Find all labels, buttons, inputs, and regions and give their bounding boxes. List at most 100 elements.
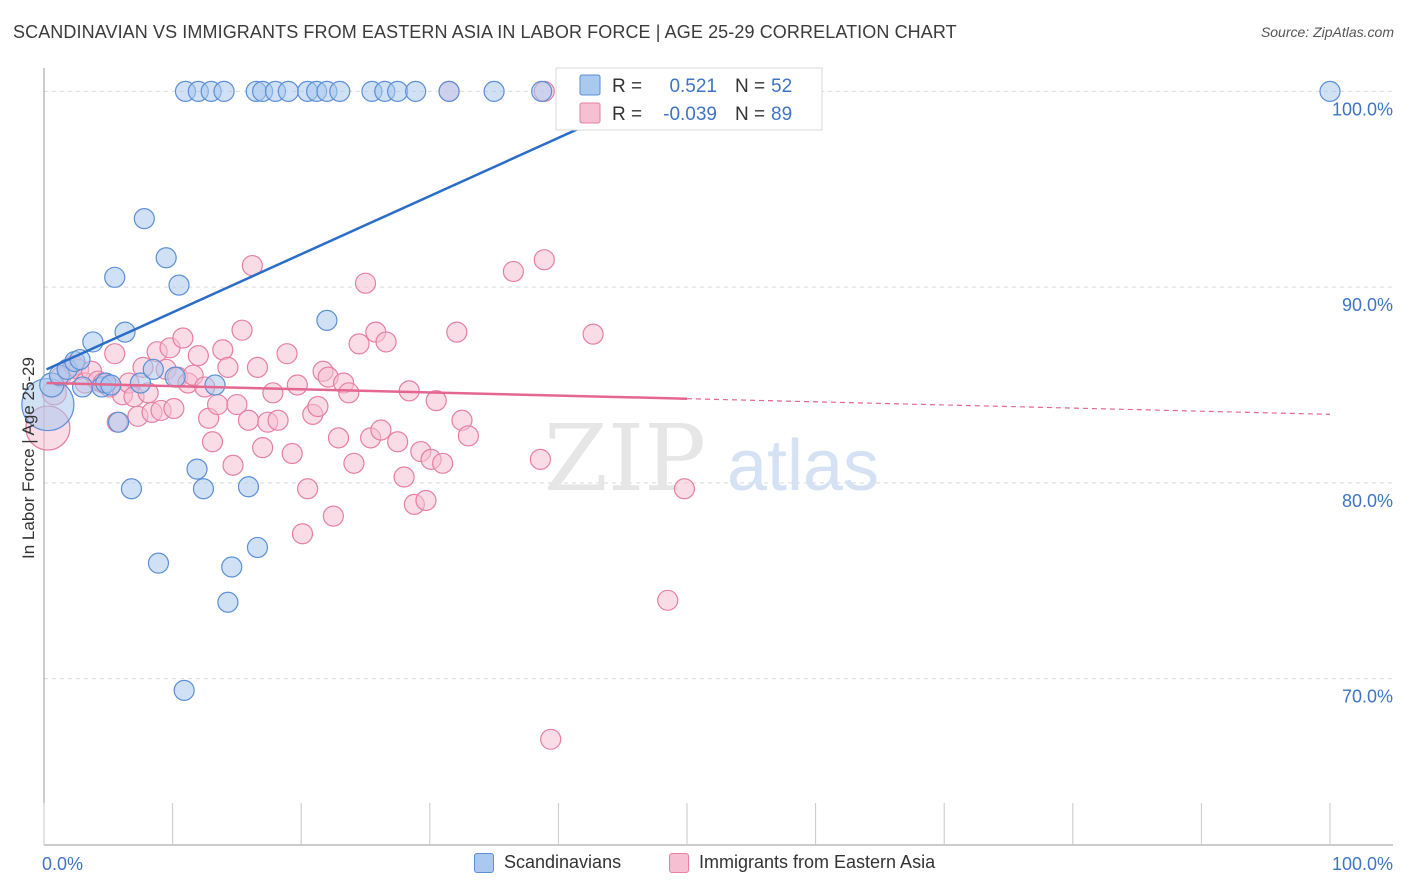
scandinavians-point [120,478,143,500]
immigrants-point [446,321,468,343]
immigrants-point [387,431,409,453]
immigrants-point [375,331,397,353]
immigrants-point [163,397,185,420]
source-credit: Source: ZipAtlas.com [1260,24,1394,40]
legend-item-scandinavians[interactable]: Scandinavians [474,852,621,873]
scandinavians-point [204,374,226,396]
immigrants-point [457,425,479,447]
legend-item-immigrants[interactable]: Immigrants from Eastern Asia [669,852,935,873]
legend-r-label: R = [612,76,642,97]
legend-swatch-blue [579,74,601,96]
immigrants-point [267,409,289,431]
immigrants-point [246,356,269,378]
scandinavians-trend-line [46,90,662,371]
immigrants-point [673,478,696,500]
immigrants-point [237,409,260,431]
scandinavians-point [69,348,91,371]
immigrants-point [370,419,392,441]
immigrants-point [222,454,244,476]
scandinavians-point [217,591,239,613]
y-tick-label: 80.0% [1342,491,1393,511]
chart-title: SCANDINAVIAN VS IMMIGRANTS FROM EASTERN … [13,22,957,42]
immigrants-point [276,343,298,365]
immigrants-point [281,442,303,465]
y-axis-label: In Labor Force | Age 25-29 [19,357,38,559]
immigrants-point [322,505,344,527]
immigrants-point [226,393,248,416]
immigrants-point [540,728,562,750]
legend-n-value: 52 [771,76,792,97]
x-tick-label: 0.0% [42,854,83,874]
legend-label: Immigrants from Eastern Asia [699,852,936,872]
immigrants-point [393,466,415,488]
immigrants-point [231,319,253,341]
scandinavians-point [192,478,215,500]
legend-r-label: R = [612,104,642,125]
immigrants-point [297,478,319,500]
scandinavians-point [237,476,260,498]
immigrants-point [348,333,370,355]
immigrants-point [104,343,126,365]
immigrants-point [415,489,437,512]
y-tick-label: 100.0% [1332,99,1393,119]
immigrants-point [201,431,224,453]
scandinavians-point [168,274,190,296]
immigrants-point [343,452,365,474]
immigrants-point [533,249,555,271]
immigrants-point [529,448,551,470]
immigrants-point [354,272,377,294]
scandinavians-point [246,536,269,559]
trend-lines [46,90,1331,415]
watermark: ZIP atlas [544,405,879,512]
immigrants-point [657,589,679,611]
scandinavians-point [316,309,338,331]
immigrants-point [252,437,274,459]
series-legend: Scandinavians Immigrants from Eastern As… [0,852,1406,878]
scandinavians-point [387,80,409,102]
immigrants-trend-line [46,381,688,400]
y-tick-label: 70.0% [1342,687,1393,707]
scandinavians-point [173,679,195,701]
legend-label: Scandinavians [504,852,622,872]
immigrants-point [582,323,604,345]
scandinavians-point [147,552,170,574]
axes: 0.0% 100.0% [42,68,1393,874]
scandinavians-point [107,411,130,433]
immigrants-point [502,260,524,283]
scandinavians-point [213,80,235,102]
immigrants-point [207,393,229,416]
legend-n-label: N = [735,76,765,97]
scandinavians-point [1319,80,1341,102]
immigrants-point [338,382,360,404]
legend-swatch-immigrants [669,852,689,873]
immigrants-point [291,523,314,545]
scandinavians-point [133,208,155,230]
immigrants-trend-extension [686,398,1331,415]
legend-n-label: N = [735,104,765,125]
x-tick-label: 100.0% [1332,854,1393,874]
scandinavians-point [114,321,136,343]
immigrants-point [212,339,234,361]
y-tick-label: 90.0% [1342,295,1393,315]
legend-n-value: 89 [771,104,792,125]
scandinavians-point [129,372,152,394]
scandinavians-point [277,80,299,102]
immigrants-point [262,382,284,404]
scandinavians-point [71,376,94,398]
scandinavians-point [483,80,505,102]
scandinavians-points [21,80,1341,701]
immigrants-point [327,427,350,449]
scandinavians-point [186,458,208,480]
scandinavians-point [438,80,460,102]
immigrants-point [425,390,447,412]
scandinavians-point [221,556,243,578]
immigrants-point [432,452,454,474]
immigrants-point [286,374,308,396]
scandinavians-point [164,366,186,388]
legend-r-value: 0.521 [669,76,717,97]
legend-swatch-pink [579,102,601,124]
immigrants-point [172,327,194,349]
scandinavians-point [104,266,126,288]
legend-r-value: -0.039 [663,104,717,125]
scandinavians-point [142,358,164,380]
